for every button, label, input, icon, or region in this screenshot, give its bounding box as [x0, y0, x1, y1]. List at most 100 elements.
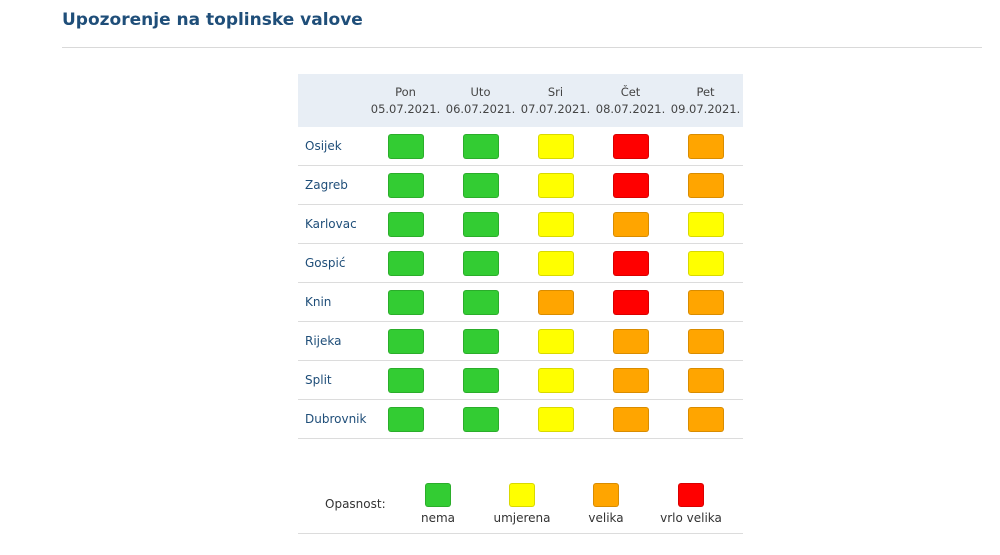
warning-level-swatch [462, 367, 499, 393]
table-row: Knin [298, 282, 743, 322]
warning-level-swatch [612, 211, 649, 237]
legend-swatch-nema [425, 483, 451, 507]
warning-cell [593, 399, 668, 439]
warning-cell [668, 243, 743, 283]
warning-cell [668, 360, 743, 400]
day-date: 09.07.2021. [670, 101, 741, 116]
warning-level-swatch [537, 289, 574, 315]
warning-cell [368, 204, 443, 244]
page-title: Upozorenje na toplinske valove [62, 10, 363, 30]
table-row: Dubrovnik [298, 399, 743, 439]
warning-level-swatch [537, 172, 574, 198]
title-divider [62, 47, 982, 48]
day-header-fri: Pet 09.07.2021. [668, 74, 743, 127]
day-name: Čet [620, 84, 641, 99]
warning-cell [443, 321, 518, 361]
warning-level-swatch [462, 250, 499, 276]
warning-cell [668, 127, 743, 166]
warning-level-swatch [612, 328, 649, 354]
warning-level-swatch [387, 406, 424, 432]
warning-cell [368, 165, 443, 205]
city-name: Split [298, 360, 368, 400]
day-header-wed: Sri 07.07.2021. [518, 74, 593, 127]
warning-cell [443, 243, 518, 283]
warning-level-swatch [612, 289, 649, 315]
day-header-tue: Uto 06.07.2021. [443, 74, 518, 127]
warning-level-swatch [687, 328, 724, 354]
warning-level-swatch [387, 328, 424, 354]
warning-cell [443, 282, 518, 322]
warning-cell [593, 282, 668, 322]
legend-text: velika [588, 511, 624, 525]
warning-level-swatch [612, 172, 649, 198]
table-row: Gospić [298, 243, 743, 283]
warning-cell [518, 282, 593, 322]
warning-cell [668, 399, 743, 439]
warning-level-swatch [537, 406, 574, 432]
warning-cell [518, 321, 593, 361]
warning-level-swatch [462, 211, 499, 237]
table-row: Osijek [298, 127, 743, 166]
legend-label: Opasnost: [325, 497, 386, 511]
warning-level-swatch [687, 250, 724, 276]
city-name: Gospić [298, 243, 368, 283]
warning-cell [518, 165, 593, 205]
warning-cell [443, 127, 518, 166]
city-name: Rijeka [298, 321, 368, 361]
heatwave-warning-table: Pon 05.07.2021. Uto 06.07.2021. Sri 07.07.2… [298, 74, 743, 439]
warning-level-swatch [537, 133, 574, 159]
warning-level-swatch [687, 133, 724, 159]
warning-level-swatch [387, 289, 424, 315]
warning-cell [368, 399, 443, 439]
warning-level-swatch [612, 133, 649, 159]
warning-cell [593, 360, 668, 400]
legend-item-vrlo-velika: vrlo velika [646, 483, 736, 525]
warning-cell [518, 204, 593, 244]
warning-cell [668, 204, 743, 244]
warning-cell [668, 165, 743, 205]
header-corner [298, 74, 368, 127]
warning-level-swatch [387, 367, 424, 393]
day-date: 07.07.2021. [520, 101, 591, 116]
legend-item-velika: velika [561, 483, 651, 525]
warning-cell [593, 204, 668, 244]
warning-level-swatch [537, 328, 574, 354]
warning-cell [368, 282, 443, 322]
warning-level-swatch [687, 367, 724, 393]
day-date: 05.07.2021. [370, 101, 441, 116]
warning-level-swatch [612, 250, 649, 276]
legend-swatch-umjerena [509, 483, 535, 507]
warning-cell [593, 243, 668, 283]
city-name: Zagreb [298, 165, 368, 205]
warning-cell [668, 282, 743, 322]
warning-cell [443, 204, 518, 244]
warning-level-swatch [537, 367, 574, 393]
warning-level-swatch [387, 133, 424, 159]
warning-cell [593, 165, 668, 205]
day-header-thu: Čet 08.07.2021. [593, 74, 668, 127]
warning-level-swatch [687, 211, 724, 237]
warning-cell [593, 127, 668, 166]
warning-cell [368, 243, 443, 283]
warning-cell [518, 127, 593, 166]
warning-cell [368, 127, 443, 166]
day-header-mon: Pon 05.07.2021. [368, 74, 443, 127]
danger-legend: Opasnost: nema umjerena velika vrlo veli… [298, 477, 743, 534]
legend-text: nema [420, 511, 456, 525]
warning-level-swatch [537, 211, 574, 237]
day-name: Uto [470, 84, 491, 99]
warning-cell [443, 165, 518, 205]
city-name: Dubrovnik [298, 399, 368, 439]
legend-item-nema: nema [393, 483, 483, 525]
warning-level-swatch [687, 406, 724, 432]
warning-level-swatch [612, 406, 649, 432]
legend-swatch-velika [593, 483, 619, 507]
legend-text: umjerena [493, 511, 551, 525]
legend-item-umjerena: umjerena [477, 483, 567, 525]
warning-cell [518, 360, 593, 400]
warning-level-swatch [387, 250, 424, 276]
warning-level-swatch [687, 289, 724, 315]
warning-level-swatch [387, 172, 424, 198]
warning-cell [368, 321, 443, 361]
table-body: Osijek Zagreb Karlovac Gospić Knin Rijeka Spli… [298, 127, 743, 439]
